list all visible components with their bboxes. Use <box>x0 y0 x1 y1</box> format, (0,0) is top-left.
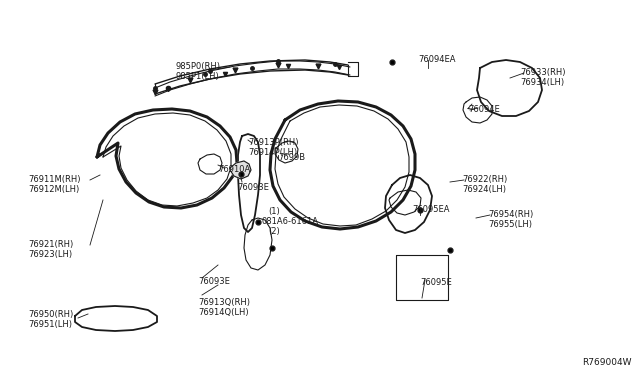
Polygon shape <box>230 161 251 179</box>
Text: 76954(RH): 76954(RH) <box>488 210 533 219</box>
Text: 76933(RH): 76933(RH) <box>520 68 566 77</box>
Text: 76095E: 76095E <box>420 278 452 287</box>
Text: 76094EA: 76094EA <box>418 55 456 64</box>
Text: 76093E: 76093E <box>237 183 269 192</box>
Text: 76914P(LH): 76914P(LH) <box>248 148 297 157</box>
Text: R769004W: R769004W <box>582 358 632 367</box>
Text: 76922(RH): 76922(RH) <box>462 175 508 184</box>
Text: 76934(LH): 76934(LH) <box>520 78 564 87</box>
Text: 985P0(RH): 985P0(RH) <box>175 62 220 71</box>
Text: 76910A: 76910A <box>218 165 250 174</box>
Polygon shape <box>97 109 237 208</box>
Text: (2): (2) <box>268 227 280 236</box>
Polygon shape <box>270 101 415 229</box>
Polygon shape <box>75 306 157 331</box>
Text: 76912M(LH): 76912M(LH) <box>28 185 79 194</box>
Text: 7699B: 7699B <box>278 153 305 162</box>
Polygon shape <box>238 134 260 232</box>
Polygon shape <box>477 60 542 116</box>
Polygon shape <box>385 175 432 233</box>
Text: 76923(LH): 76923(LH) <box>28 250 72 259</box>
Text: 985P1(LH): 985P1(LH) <box>175 72 219 81</box>
Text: (1): (1) <box>268 207 280 216</box>
Text: 76951(LH): 76951(LH) <box>28 320 72 329</box>
Text: 76913Q(RH): 76913Q(RH) <box>198 298 250 307</box>
Text: 76955(LH): 76955(LH) <box>488 220 532 229</box>
Text: 76094E: 76094E <box>468 105 500 114</box>
Text: 76924(LH): 76924(LH) <box>462 185 506 194</box>
Text: 76950(RH): 76950(RH) <box>28 310 73 319</box>
Text: 76914Q(LH): 76914Q(LH) <box>198 308 248 317</box>
Text: 76093E: 76093E <box>198 277 230 286</box>
Text: 081A6-6161A: 081A6-6161A <box>262 217 319 226</box>
Text: 76095EA: 76095EA <box>412 205 449 214</box>
Text: 76913P(RH): 76913P(RH) <box>248 138 298 147</box>
Text: 76921(RH): 76921(RH) <box>28 240 73 249</box>
Text: 76911M(RH): 76911M(RH) <box>28 175 81 184</box>
